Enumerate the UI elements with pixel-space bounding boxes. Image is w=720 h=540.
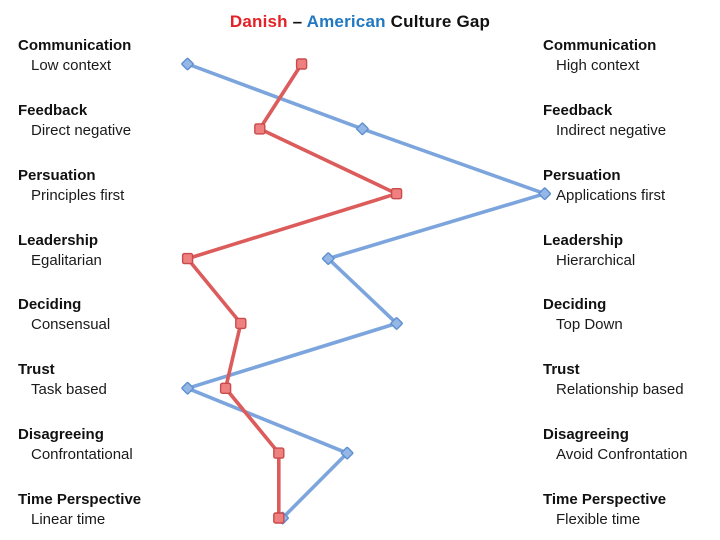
dimension-value-label: Hierarchical: [556, 251, 636, 269]
dimension-value-label: Avoid Confrontation: [556, 446, 688, 464]
danish-marker-disagreeing: [273, 447, 285, 459]
dimension-name: Trust: [18, 361, 55, 379]
dimension-row-left-time-perspective: Time Perspective Linear time: [18, 490, 183, 530]
dimension-name: Leadership: [543, 231, 624, 249]
danish-marker-persuation: [390, 187, 403, 200]
danish-marker-deciding: [235, 317, 247, 330]
american-marker-deciding: [390, 317, 403, 330]
title-rest: Culture Gap: [385, 12, 491, 31]
dimension-name: Trust: [543, 361, 580, 379]
american-marker-feedback: [356, 122, 369, 136]
american-marker-leadership: [321, 252, 335, 265]
dimension-value-label: Indirect negative: [556, 121, 667, 139]
dimension-name: Feedback: [18, 101, 88, 119]
dimension-name: Time Perspective: [18, 491, 142, 508]
danish-marker-feedback: [254, 123, 266, 135]
dimension-value-label: Task based: [31, 381, 107, 399]
dimension-row-left-leadership: Leadership Egalitarian: [18, 231, 183, 271]
american-marker-trust: [181, 381, 194, 395]
dimension-name: Deciding: [543, 296, 607, 314]
danish-marker-trust: [219, 382, 232, 394]
danish-marker-leadership: [181, 252, 194, 265]
dimension-row-right-communication: Communication High context: [543, 36, 713, 76]
dimension-name: Persuation: [543, 166, 621, 184]
dimension-value-label: Flexible time: [556, 511, 641, 528]
dimension-row-right-feedback: Feedback Indirect negative: [543, 101, 713, 141]
dimension-value-label: Egalitarian: [31, 251, 102, 269]
dimension-name: Deciding: [18, 296, 82, 314]
dimension-value-label: Principles first: [31, 186, 125, 204]
dimension-name: Disagreeing: [18, 426, 104, 444]
american-marker-communication: [181, 57, 194, 71]
american-marker-persuation: [538, 187, 552, 200]
chart-title: Danish – American Culture Gap: [0, 12, 720, 32]
dimension-name: Leadership: [18, 231, 99, 249]
danish-marker-time-perspective: [273, 512, 285, 524]
dimension-row-left-persuation: Persuation Principles first: [18, 166, 183, 206]
dimension-value-label: Confrontational: [31, 446, 133, 464]
danish-line: [185, 62, 399, 520]
dimension-value-label: Applications first: [556, 186, 666, 204]
title-danish-legend: Danish: [229, 12, 288, 31]
dimension-row-left-communication: Communication Low context: [18, 36, 183, 76]
dimension-row-right-time-perspective: Time Perspective Flexible time: [543, 490, 713, 530]
american-line: [185, 62, 547, 520]
dimension-value-label: Linear time: [31, 511, 106, 528]
dimension-name: Disagreeing: [543, 426, 629, 444]
dimension-row-right-disagreeing: Disagreeing Avoid Confrontation: [543, 425, 713, 465]
dimension-row-right-leadership: Leadership Hierarchical: [543, 231, 713, 271]
dimension-name: Communication: [543, 37, 657, 54]
dimension-row-right-trust: Trust Relationship based: [543, 360, 713, 400]
dimension-row-right-deciding: Deciding Top Down: [543, 295, 713, 335]
dimension-name: Feedback: [543, 101, 613, 119]
dimension-row-right-persuation: Persuation Applications first: [543, 166, 713, 206]
dimension-value-label: Direct negative: [31, 121, 132, 139]
dimension-value-label: High context: [556, 57, 640, 74]
dimension-name: Time Perspective: [543, 491, 667, 508]
dimension-value-label: Top Down: [556, 316, 623, 334]
dimension-name: Persuation: [18, 166, 96, 184]
dimension-value-label: Low context: [31, 57, 112, 74]
american-marker-disagreeing: [340, 446, 354, 460]
dimension-value-label: Consensual: [31, 316, 111, 334]
dimension-name: Communication: [18, 37, 132, 54]
dimension-value-label: Relationship based: [556, 381, 684, 399]
danish-marker-communication: [295, 58, 308, 70]
dimension-row-left-deciding: Deciding Consensual: [18, 295, 183, 335]
dimension-row-left-disagreeing: Disagreeing Confrontational: [18, 425, 183, 465]
dimension-row-left-feedback: Feedback Direct negative: [18, 101, 183, 141]
title-american-legend: American: [306, 12, 386, 31]
title-dash: –: [287, 12, 307, 31]
dimension-row-left-trust: Trust Task based: [18, 360, 183, 400]
